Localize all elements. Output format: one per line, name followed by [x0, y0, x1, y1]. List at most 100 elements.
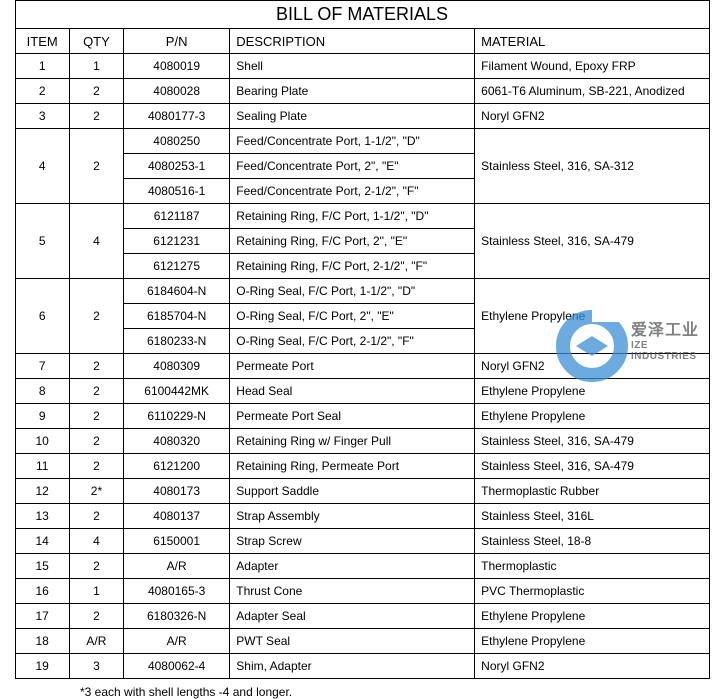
cell-desc: Feed/Concentrate Port, 1-1/2", "D" [230, 129, 475, 154]
cell-pn: 4080309 [124, 354, 230, 379]
cell-item: 2 [15, 79, 69, 104]
cell-qty: 2 [69, 79, 123, 104]
bom-table: BILL OF MATERIALS ITEM QTY P/N DESCRIPTI… [15, 0, 710, 679]
table-row: 114080019ShellFilament Wound, Epoxy FRP [15, 54, 709, 79]
table-row: 826100442MKHead SealEthylene Propylene [15, 379, 709, 404]
header-mat: MATERIAL [475, 29, 709, 54]
cell-mat: Filament Wound, Epoxy FRP [475, 54, 709, 79]
cell-desc: Strap Assembly [230, 504, 475, 529]
cell-qty: 2 [69, 354, 123, 379]
cell-item: 18 [15, 629, 69, 654]
cell-pn: 6121275 [124, 254, 230, 279]
header-row: ITEM QTY P/N DESCRIPTION MATERIAL [15, 29, 709, 54]
cell-pn: 4080028 [124, 79, 230, 104]
cell-item: 9 [15, 404, 69, 429]
cell-item: 6 [15, 279, 69, 354]
table-row: 122*4080173Support SaddleThermoplastic R… [15, 479, 709, 504]
cell-mat: Stainless Steel, 18-8 [475, 529, 709, 554]
cell-pn: 4080320 [124, 429, 230, 454]
cell-desc: O-Ring Seal, F/C Port, 2-1/2", "F" [230, 329, 475, 354]
cell-qty: 1 [69, 54, 123, 79]
cell-pn: 4080062-4 [124, 654, 230, 679]
cell-desc: Bearing Plate [230, 79, 475, 104]
cell-qty: 2 [69, 429, 123, 454]
cell-pn: 6185704-N [124, 304, 230, 329]
cell-pn: 6100442MK [124, 379, 230, 404]
table-row: 224080028Bearing Plate6061-T6 Aluminum, … [15, 79, 709, 104]
cell-desc: O-Ring Seal, F/C Port, 2", "E" [230, 304, 475, 329]
cell-qty: 2 [69, 104, 123, 129]
cell-pn: 4080173 [124, 479, 230, 504]
cell-item: 1 [15, 54, 69, 79]
cell-qty: 2 [69, 129, 123, 204]
cell-mat: Thermoplastic [475, 554, 709, 579]
cell-pn: 4080019 [124, 54, 230, 79]
cell-mat: Stainless Steel, 316, SA-479 [475, 204, 709, 279]
cell-mat: Stainless Steel, 316, SA-312 [475, 129, 709, 204]
cell-mat: Thermoplastic Rubber [475, 479, 709, 504]
cell-pn: 6121187 [124, 204, 230, 229]
cell-desc: Adapter Seal [230, 604, 475, 629]
cell-qty: 4 [69, 204, 123, 279]
cell-qty: 2 [69, 604, 123, 629]
cell-qty: 2 [69, 379, 123, 404]
cell-desc: Sealing Plate [230, 104, 475, 129]
table-row: 1726180326-NAdapter SealEthylene Propyle… [15, 604, 709, 629]
cell-desc: O-Ring Seal, F/C Port, 1-1/2", "D" [230, 279, 475, 304]
cell-item: 19 [15, 654, 69, 679]
cell-desc: Adapter [230, 554, 475, 579]
cell-pn: 6180233-N [124, 329, 230, 354]
cell-desc: Shim, Adapter [230, 654, 475, 679]
cell-desc: Retaining Ring, F/C Port, 2", "E" [230, 229, 475, 254]
cell-item: 16 [15, 579, 69, 604]
cell-desc: Retaining Ring, F/C Port, 1-1/2", "D" [230, 204, 475, 229]
cell-qty: 3 [69, 654, 123, 679]
cell-item: 5 [15, 204, 69, 279]
cell-mat: Stainless Steel, 316, SA-479 [475, 429, 709, 454]
cell-qty: 2 [69, 504, 123, 529]
bom-title: BILL OF MATERIALS [15, 1, 709, 29]
cell-item: 15 [15, 554, 69, 579]
table-row: 1614080165-3Thrust ConePVC Thermoplastic [15, 579, 709, 604]
cell-pn: A/R [124, 629, 230, 654]
cell-desc: Retaining Ring, F/C Port, 2-1/2", "F" [230, 254, 475, 279]
cell-item: 10 [15, 429, 69, 454]
table-row: 1324080137Strap AssemblyStainless Steel,… [15, 504, 709, 529]
cell-mat: Stainless Steel, 316L [475, 504, 709, 529]
cell-mat: Stainless Steel, 316, SA-479 [475, 454, 709, 479]
table-row: 18A/RA/RPWT SealEthylene Propylene [15, 629, 709, 654]
cell-desc: Retaining Ring, Permeate Port [230, 454, 475, 479]
table-row: 626184604-NO-Ring Seal, F/C Port, 1-1/2"… [15, 279, 709, 304]
header-qty: QTY [69, 29, 123, 54]
cell-desc: Permeate Port Seal [230, 404, 475, 429]
footnote: *3 each with shell lengths -4 and longer… [0, 679, 724, 699]
cell-pn: 6150001 [124, 529, 230, 554]
cell-desc: Shell [230, 54, 475, 79]
cell-desc: Feed/Concentrate Port, 2", "E" [230, 154, 475, 179]
cell-desc: Retaining Ring w/ Finger Pull [230, 429, 475, 454]
cell-pn: 4080250 [124, 129, 230, 154]
cell-desc: Feed/Concentrate Port, 2-1/2", "F" [230, 179, 475, 204]
header-item: ITEM [15, 29, 69, 54]
cell-pn: 6121231 [124, 229, 230, 254]
cell-mat: Ethylene Propylene [475, 404, 709, 429]
cell-item: 4 [15, 129, 69, 204]
header-pn: P/N [124, 29, 230, 54]
table-row: 1446150001Strap ScrewStainless Steel, 18… [15, 529, 709, 554]
table-row: 926110229-NPermeate Port SealEthylene Pr… [15, 404, 709, 429]
cell-pn: 6121200 [124, 454, 230, 479]
cell-qty: 2 [69, 454, 123, 479]
cell-qty: 2* [69, 479, 123, 504]
cell-desc: Strap Screw [230, 529, 475, 554]
cell-desc: Permeate Port [230, 354, 475, 379]
cell-pn: 6180326-N [124, 604, 230, 629]
cell-item: 11 [15, 454, 69, 479]
cell-qty: 4 [69, 529, 123, 554]
table-row: 424080250Feed/Concentrate Port, 1-1/2", … [15, 129, 709, 154]
cell-desc: PWT Seal [230, 629, 475, 654]
cell-pn: 4080253-1 [124, 154, 230, 179]
cell-mat: Noryl GFN2 [475, 354, 709, 379]
table-row: 152A/RAdapterThermoplastic [15, 554, 709, 579]
cell-pn: 6110229-N [124, 404, 230, 429]
cell-item: 8 [15, 379, 69, 404]
